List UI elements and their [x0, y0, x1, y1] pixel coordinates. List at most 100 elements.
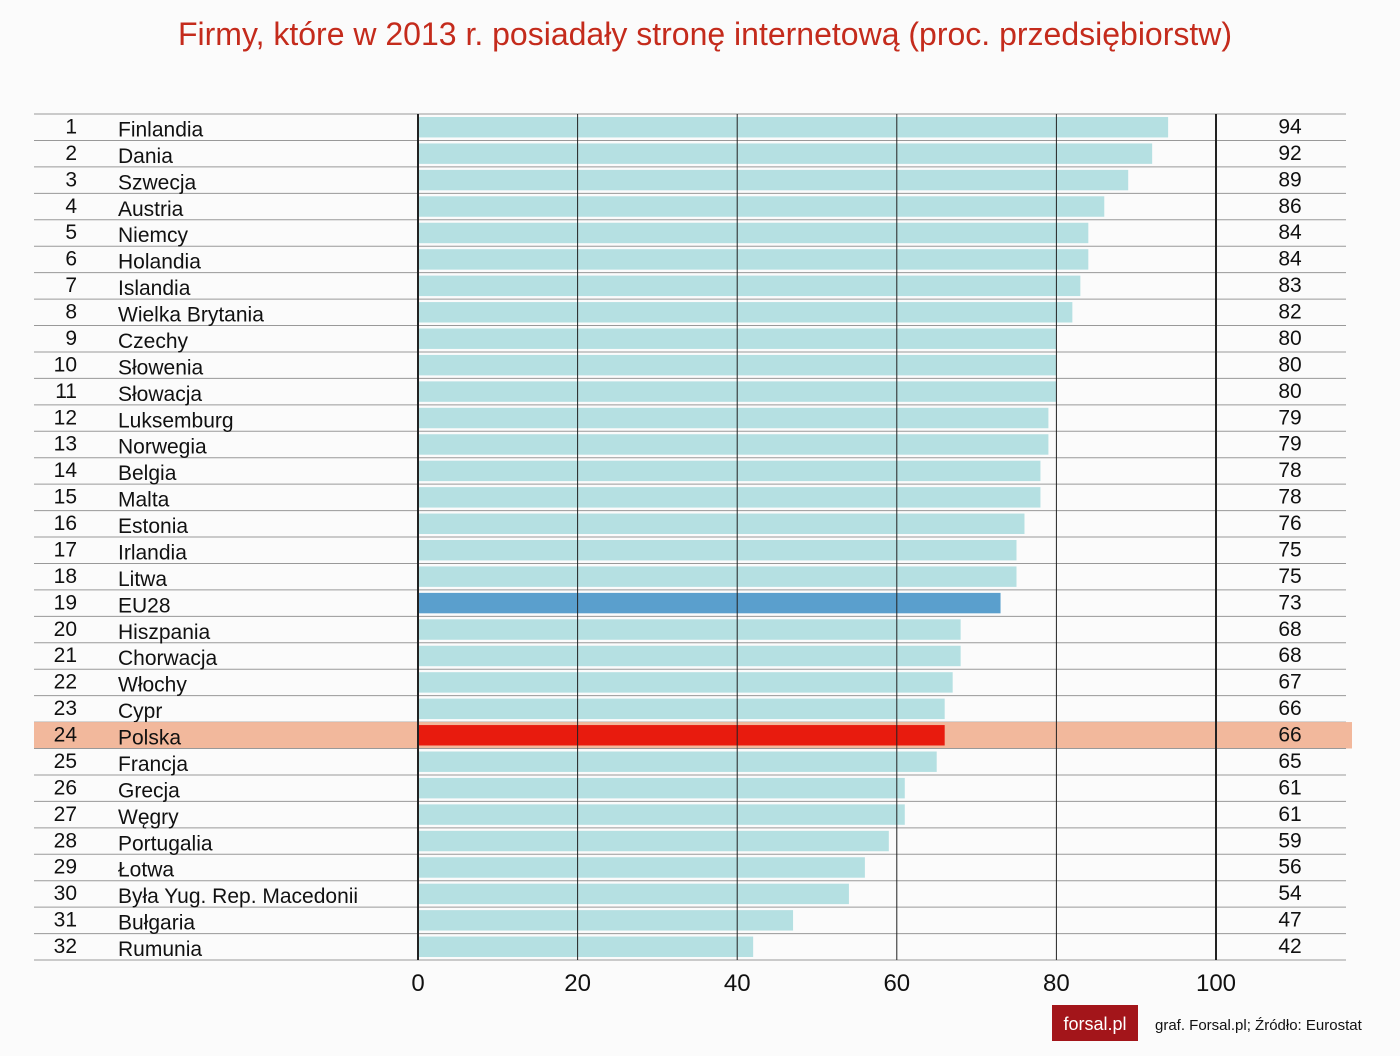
value-label: 76: [1278, 512, 1301, 535]
rank: 29: [54, 856, 77, 879]
bar: [418, 566, 1017, 587]
value-label: 61: [1278, 776, 1301, 799]
rank: 23: [54, 697, 77, 720]
bar: [418, 302, 1073, 323]
bar: [418, 540, 1017, 561]
value-label: 80: [1278, 327, 1301, 350]
grid: 0 20 40 60 80 100: [411, 114, 1236, 997]
category-label: Finlandia: [118, 118, 204, 141]
bar: [418, 460, 1041, 482]
bar: [418, 619, 961, 640]
rank: 15: [54, 486, 77, 509]
bar: [418, 434, 1049, 455]
category-label: Łotwa: [118, 859, 174, 882]
bar: [418, 725, 945, 746]
bar: [418, 883, 849, 905]
x-tick-label: 60: [883, 970, 910, 997]
rank: 3: [65, 168, 77, 191]
value-label: 66: [1278, 724, 1301, 747]
bar: [418, 910, 794, 931]
value-label: 78: [1278, 486, 1301, 509]
bar: [418, 143, 1153, 164]
value-label: 56: [1278, 856, 1301, 879]
rank: 27: [54, 803, 77, 826]
value-label: 84: [1278, 248, 1302, 271]
bar: [418, 645, 961, 667]
bar: [418, 804, 905, 825]
category-label: Włochy: [118, 674, 187, 697]
bar: [418, 169, 1129, 191]
category-label: Francja: [118, 753, 188, 776]
x-tick-label: 80: [1043, 970, 1070, 997]
rank: 31: [54, 909, 77, 932]
category-label: Była Yug. Rep. Macedonii: [118, 885, 358, 908]
value-label: 92: [1278, 142, 1301, 165]
rank: 26: [54, 776, 77, 799]
category-label: Hiszpania: [118, 621, 211, 644]
bar: [418, 222, 1089, 244]
rank: 12: [54, 406, 77, 429]
value-label: 79: [1278, 406, 1301, 429]
bar: [418, 936, 754, 957]
value-label: 94: [1278, 115, 1302, 138]
category-label: Grecja: [118, 779, 180, 802]
bar: [418, 672, 953, 693]
bar: [418, 196, 1105, 217]
x-tick-label: 100: [1196, 970, 1236, 997]
category-label: Bułgaria: [118, 912, 195, 935]
x-tick-label: 40: [724, 970, 751, 997]
bar: [418, 751, 937, 772]
value-label: 78: [1278, 459, 1301, 482]
value-label: 54: [1278, 882, 1302, 905]
rank: 2: [65, 142, 77, 165]
value-label: 83: [1278, 274, 1301, 297]
value-label: 75: [1278, 565, 1301, 588]
category-label: Holandia: [118, 251, 201, 274]
category-label: Cypr: [118, 700, 162, 723]
rank: 8: [65, 301, 77, 324]
category-label: Niemcy: [118, 224, 189, 247]
value-label: 47: [1278, 909, 1301, 932]
rank: 10: [54, 353, 77, 376]
category-label: Czechy: [118, 330, 189, 353]
rank: 22: [54, 671, 77, 694]
category-label: Polska: [118, 727, 181, 750]
rank: 6: [65, 248, 77, 271]
bar: [418, 407, 1049, 429]
category-label: Rumunia: [118, 938, 202, 961]
rank: 20: [54, 618, 77, 641]
value-label: 89: [1278, 168, 1301, 191]
bar: [418, 857, 865, 878]
category-label: Szwecja: [118, 171, 197, 194]
category-label: Chorwacja: [118, 647, 218, 670]
value-label: 66: [1278, 697, 1301, 720]
value-label: 80: [1278, 380, 1301, 403]
bar: [418, 249, 1089, 270]
value-label: 84: [1278, 221, 1302, 244]
rank: 28: [54, 829, 77, 852]
category-label: Dania: [118, 145, 173, 168]
category-label: Słowacja: [118, 383, 202, 406]
bar: [418, 275, 1081, 297]
x-tick-label: 20: [564, 970, 591, 997]
bar: [418, 487, 1041, 508]
category-label: Austria: [118, 198, 184, 221]
value-label: 68: [1278, 644, 1301, 667]
rank: 5: [65, 221, 77, 244]
rank: 17: [54, 538, 77, 561]
category-label: Islandia: [118, 277, 191, 300]
value-label: 61: [1278, 803, 1301, 826]
value-label: 80: [1278, 353, 1301, 376]
category-label: Słowenia: [118, 356, 204, 379]
x-tick-label: 0: [411, 970, 424, 997]
bar: [418, 592, 1001, 614]
rank: 1: [65, 115, 77, 138]
bar: [418, 830, 889, 852]
logo: forsal.pl: [1063, 1014, 1126, 1034]
logo-box: [1052, 1005, 1138, 1041]
category-label: Portugalia: [118, 832, 213, 855]
rank: 9: [65, 327, 77, 350]
category-label: Malta: [118, 489, 170, 512]
rank: 21: [54, 644, 77, 667]
